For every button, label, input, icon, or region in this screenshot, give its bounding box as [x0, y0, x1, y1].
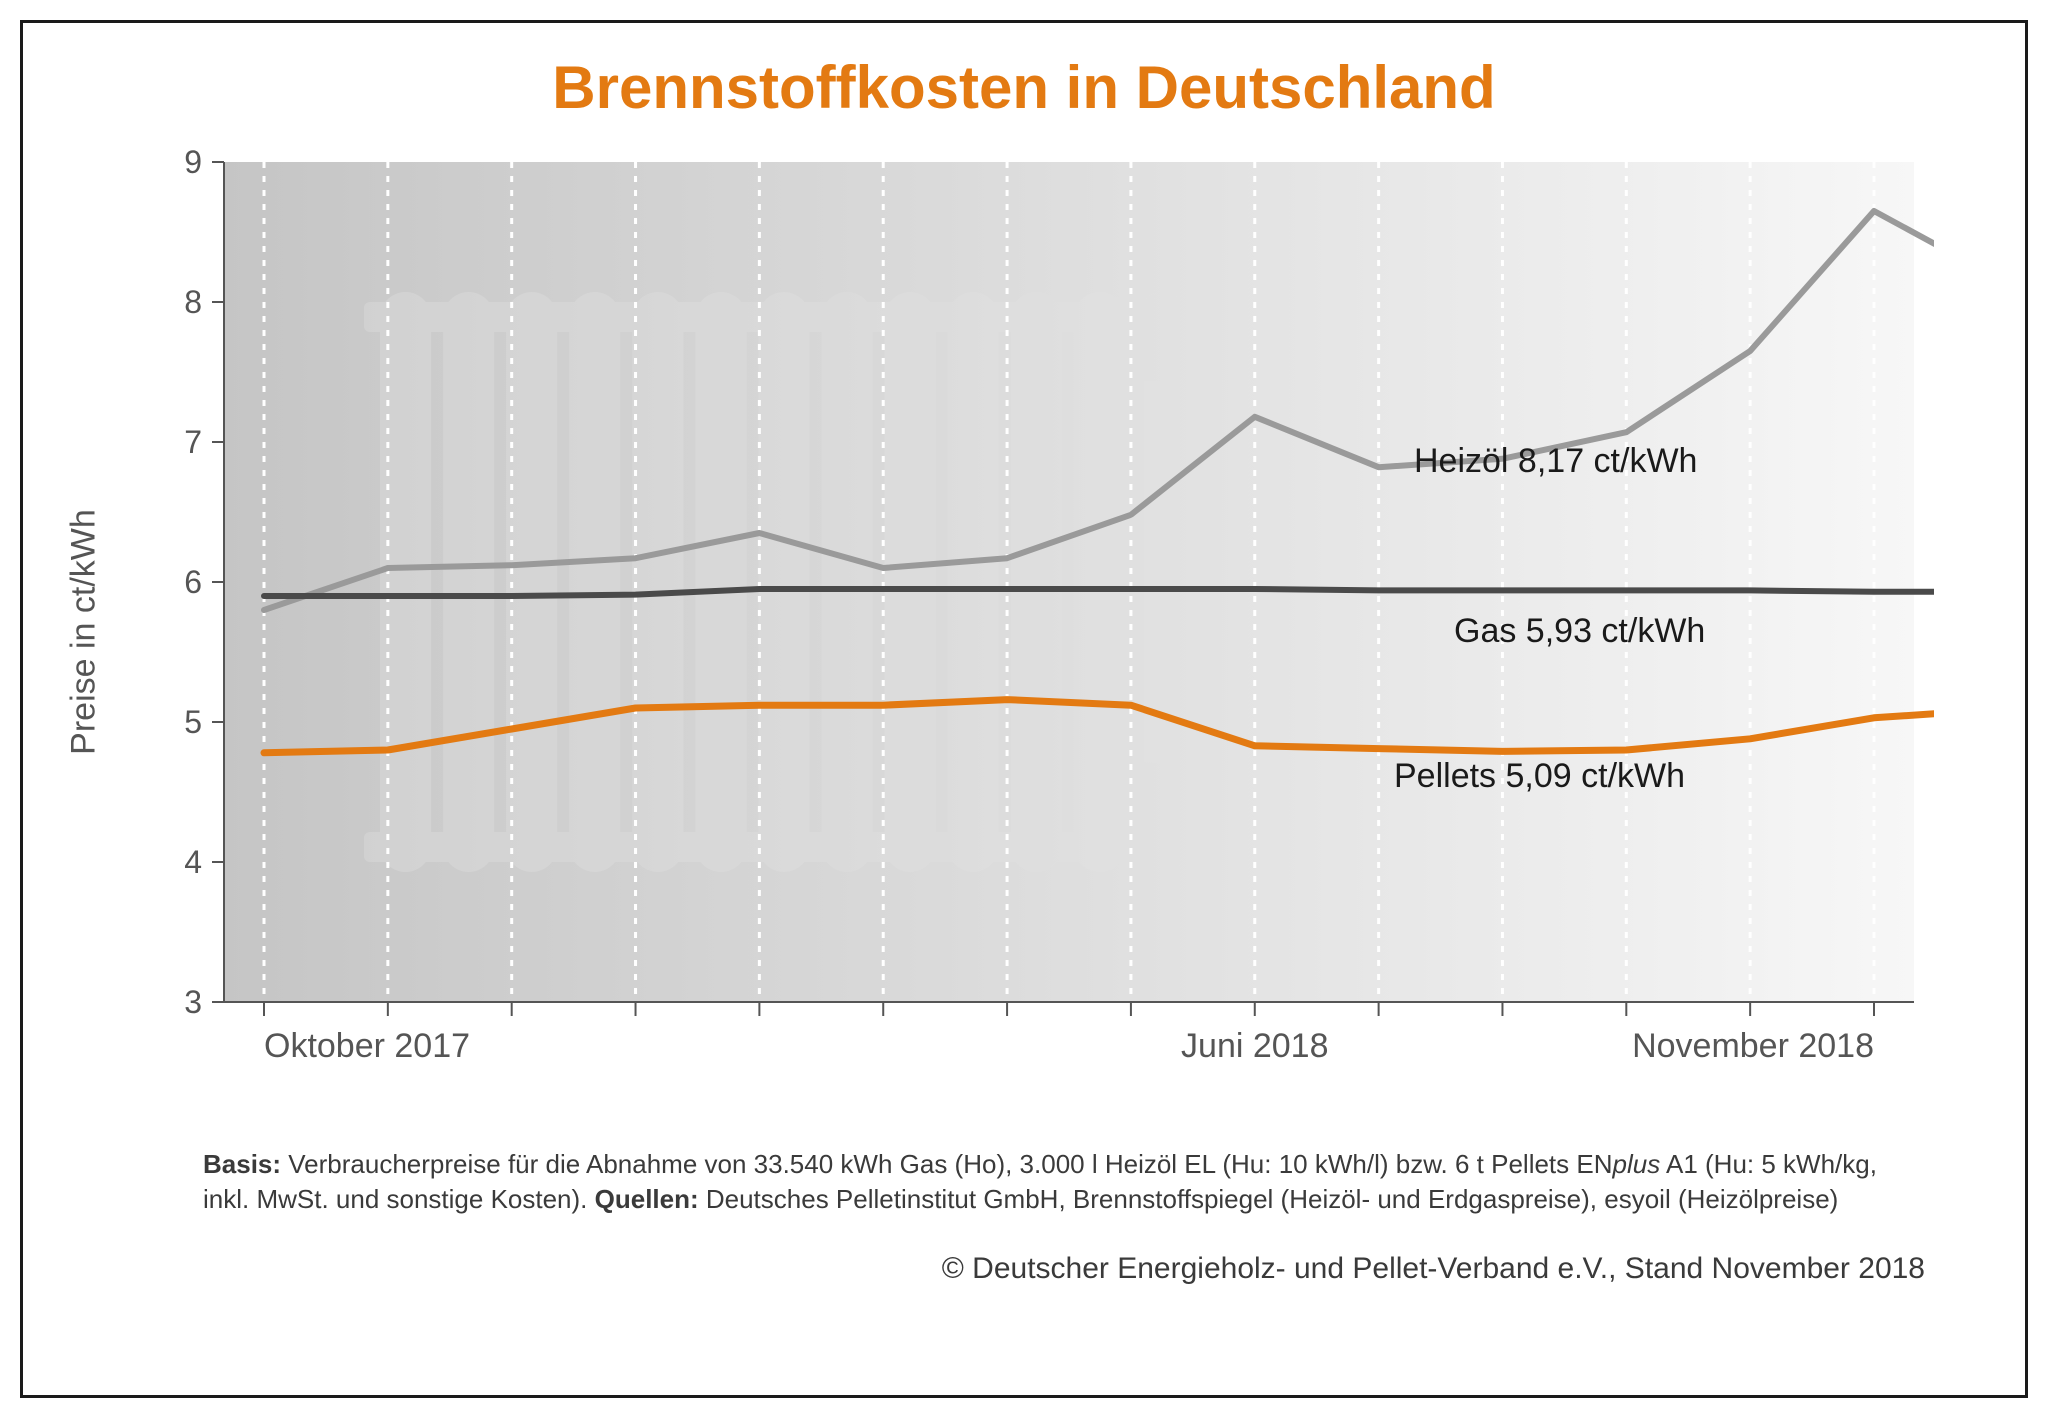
- enplus-italic: plus: [1613, 1149, 1661, 1179]
- footnote: Basis: Verbraucherpreise für die Abnahme…: [203, 1147, 1905, 1217]
- svg-text:November 2018: November 2018: [1632, 1027, 1874, 1065]
- chart-frame: Brennstoffkosten in Deutschland Preise i…: [20, 20, 2028, 1398]
- basis-text: Verbraucherpreise für die Abnahme von 33…: [281, 1149, 1612, 1179]
- svg-text:Heizöl 8,17 ct/kWh: Heizöl 8,17 ct/kWh: [1414, 442, 1697, 480]
- quellen-label: Quellen:: [595, 1184, 699, 1214]
- chart-area: Preise in ct/kWh 3456789Oktober 2017Juni…: [114, 142, 1934, 1122]
- chart-title: Brennstoffkosten in Deutschland: [83, 53, 1965, 122]
- svg-text:7: 7: [184, 424, 202, 460]
- svg-text:8: 8: [184, 284, 202, 320]
- svg-text:4: 4: [184, 844, 202, 880]
- line-chart-svg: 3 4 5 6 7 8 9 Oktober 2017 Juni 2018 November 201…: [114, 142, 1934, 1122]
- svg-text:3: 3: [184, 984, 202, 1020]
- svg-text:Oktober 2017: Oktober 2017: [264, 1027, 470, 1065]
- quellen-text: Deutsches Pelletinstitut GmbH, Brennstof…: [699, 1184, 1839, 1214]
- svg-text:6: 6: [184, 564, 202, 600]
- svg-text:9: 9: [184, 144, 202, 180]
- basis-label: Basis:: [203, 1149, 281, 1179]
- svg-text:Gas 5,93 ct/kWh: Gas 5,93 ct/kWh: [1454, 612, 1705, 650]
- y-axis-label: Preise in ct/kWh: [65, 509, 104, 755]
- svg-text:Pellets 5,09 ct/kWh: Pellets 5,09 ct/kWh: [1394, 757, 1685, 795]
- copyright: © Deutscher Energieholz- und Pellet-Verb…: [83, 1252, 1925, 1286]
- svg-text:5: 5: [184, 704, 202, 740]
- svg-text:Juni 2018: Juni 2018: [1181, 1027, 1328, 1065]
